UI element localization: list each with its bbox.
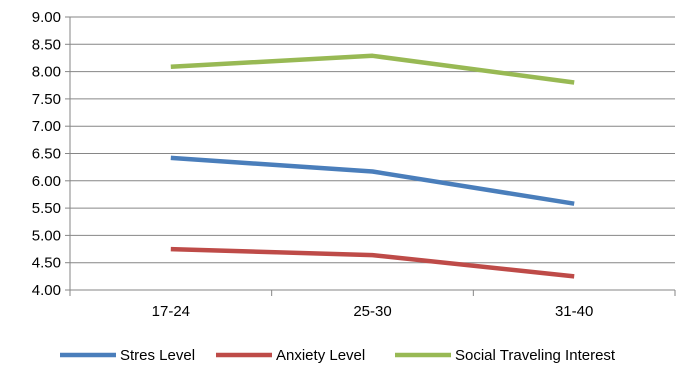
axes: 4.00 4.50 5.00 5.50 6.00 6.50 7.00 7.50 8.00 8.50… [32,9,676,320]
legend-label-1: Anxiety Level [276,347,365,364]
x-tick-label: 17-24 [152,303,190,320]
series-line-0 [170,155,575,206]
series-lines [170,53,575,279]
series-line-1 [170,246,575,279]
x-tick-label: 31-40 [555,303,593,320]
y-tick-label: 7.00 [32,118,61,135]
legend-label-2: Social Traveling Interest [455,347,616,364]
gridlines [70,16,675,264]
y-tick-label: 5.50 [32,200,61,217]
y-tick-label: 5.00 [32,227,61,244]
y-tick-label: 4.00 [32,282,61,299]
y-tick-label: 6.00 [32,173,61,190]
y-tick-label: 4.50 [32,255,61,272]
y-tick-label: 9.00 [32,9,61,26]
series-line-2 [170,53,575,85]
y-tick-label: 6.50 [32,146,61,163]
y-tick-label: 8.50 [32,36,61,53]
legend: Stres Level Anxiety Level Social Traveling… [60,347,616,364]
x-tick-label: 25-30 [353,303,391,320]
legend-label-0: Stres Level [120,347,195,364]
y-tick-label: 7.50 [32,91,61,108]
y-tick-label: 8.00 [32,64,61,81]
